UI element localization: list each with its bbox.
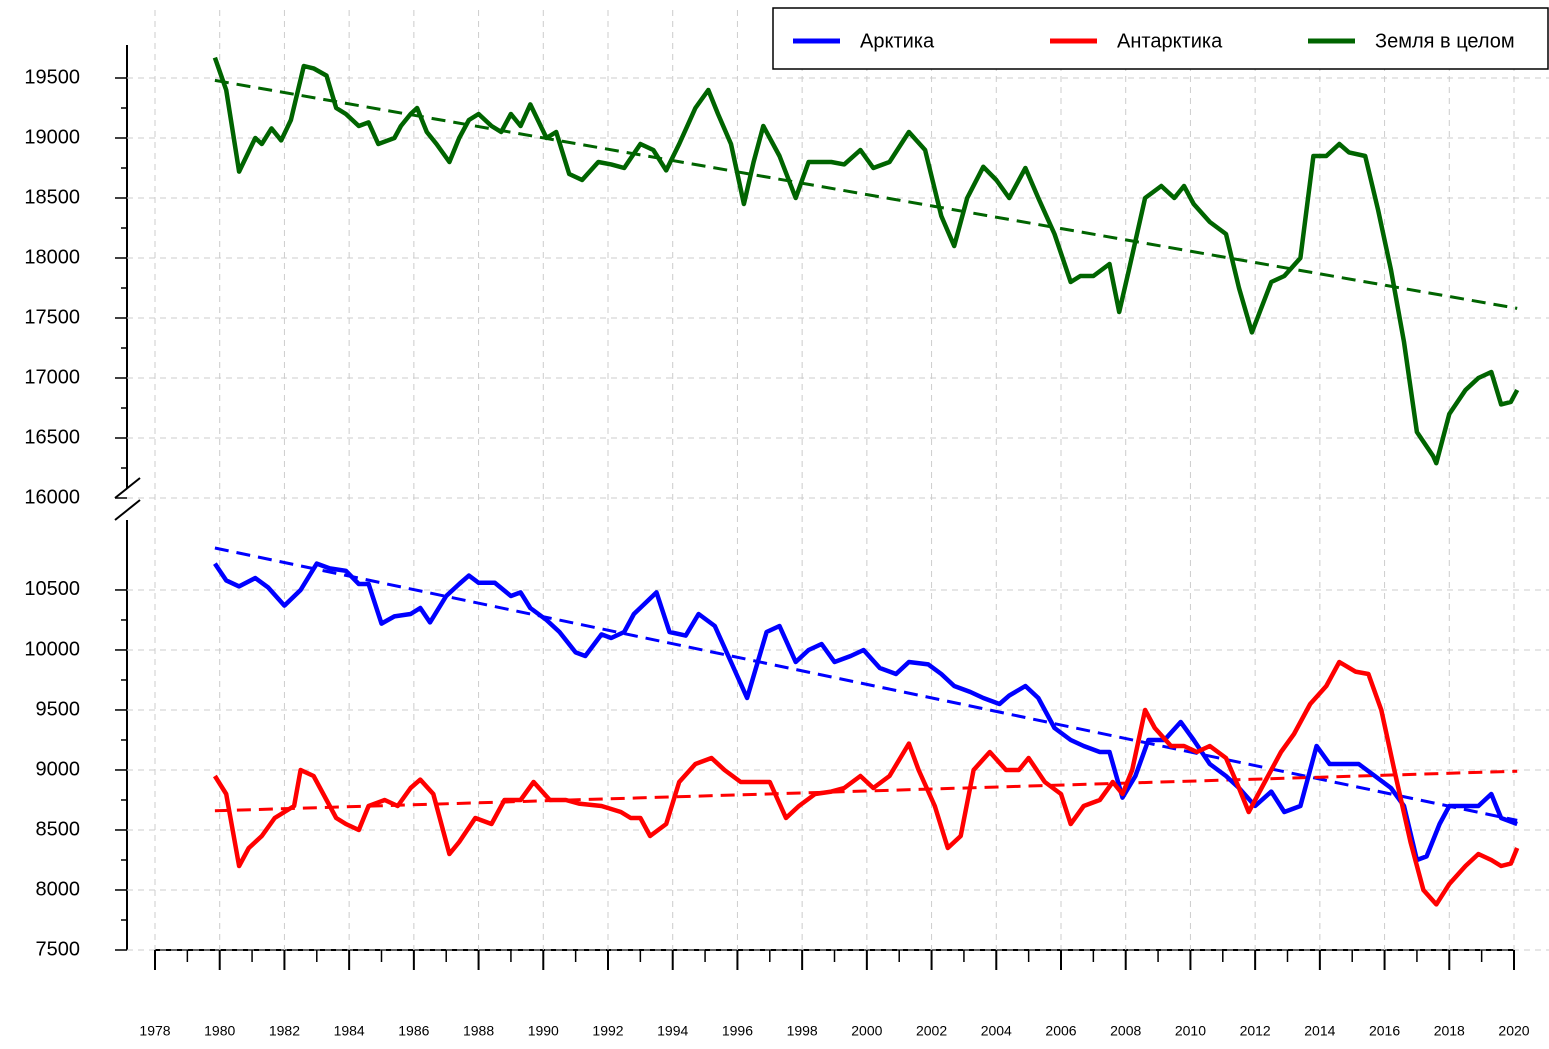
y-tick-label: 19000	[24, 126, 80, 148]
legend-label: Арктика	[860, 30, 935, 52]
x-tick-label: 1988	[463, 1023, 494, 1039]
x-tick-label: 2014	[1304, 1023, 1335, 1039]
y-tick-label: 16500	[24, 426, 80, 448]
y-tick-label: 10500	[24, 578, 80, 600]
x-tick-label: 1986	[398, 1023, 429, 1039]
x-tick-label: 2010	[1175, 1023, 1206, 1039]
x-tick-label: 1998	[787, 1023, 818, 1039]
y-tick-label: 8500	[36, 818, 81, 840]
y-tick-label: 9000	[36, 758, 81, 780]
x-tick-label: 2006	[1045, 1023, 1076, 1039]
series-line	[212, 56, 1520, 466]
y-tick-label: 16000	[24, 486, 80, 508]
x-tick-label: 2012	[1240, 1023, 1271, 1039]
y-tick-label: 19500	[24, 66, 80, 88]
y-tick-label: 8000	[36, 878, 81, 900]
legend-label: Антарктика	[1117, 30, 1223, 52]
x-tick-label: 2000	[851, 1023, 882, 1039]
series-line	[213, 561, 1518, 863]
y-tick-label: 10000	[24, 638, 80, 660]
y-tick-label: 7500	[36, 938, 81, 960]
trend-line	[214, 78, 1518, 310]
legend-box	[772, 7, 1549, 70]
x-tick-label: 1996	[722, 1023, 753, 1039]
legend: Арктика Антарктика Земля в целом	[772, 7, 1549, 70]
y-tick-label: 18500	[24, 186, 80, 208]
axis-break	[114, 499, 141, 521]
x-tick-label: 1978	[139, 1023, 170, 1039]
y-tick-label: 17500	[24, 306, 80, 328]
legend-label: Земля в целом	[1375, 30, 1515, 52]
x-tick-label: 2016	[1369, 1023, 1400, 1039]
x-tick-label: 1982	[269, 1023, 300, 1039]
x-tick-label: 1980	[204, 1023, 235, 1039]
y-tick-label: 18000	[24, 246, 80, 268]
x-tick-label: 2002	[916, 1023, 947, 1039]
x-tick-label: 2008	[1110, 1023, 1141, 1039]
x-tick-label: 1992	[592, 1023, 623, 1039]
x-tick-label: 2020	[1498, 1023, 1529, 1039]
x-tick-label: 1994	[657, 1023, 688, 1039]
axis-break	[114, 477, 141, 499]
trend-line	[214, 546, 1518, 822]
y-tick-label: 9500	[36, 698, 81, 720]
series-line	[212, 659, 1520, 907]
x-tick-label: 1990	[528, 1023, 559, 1039]
x-tick-label: 2018	[1434, 1023, 1465, 1039]
x-tick-label: 1984	[334, 1023, 365, 1039]
x-tick-label: 2004	[981, 1023, 1012, 1039]
y-tick-label: 17000	[24, 366, 80, 388]
trend-line	[214, 769, 1518, 813]
